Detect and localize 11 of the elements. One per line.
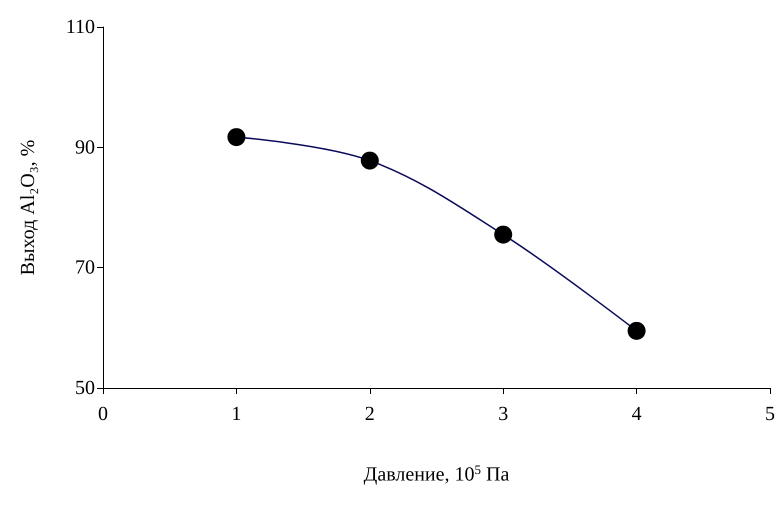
x-tick-label: 3	[498, 403, 508, 425]
y-tick-label: 70	[75, 256, 95, 279]
x-tick-label: 2	[364, 403, 375, 425]
x-tick-label: 0	[98, 403, 108, 425]
y-tick-label: 50	[75, 377, 95, 399]
y-tick-label: 90	[75, 136, 95, 158]
x-tick-label: 5	[765, 403, 775, 425]
y-tick-label: 110	[66, 16, 95, 38]
x-tick-label: 1	[231, 403, 242, 425]
x-tick-label: 4	[632, 403, 642, 425]
y-axis-title: Выход Al₂O₃, %	[17, 140, 39, 276]
